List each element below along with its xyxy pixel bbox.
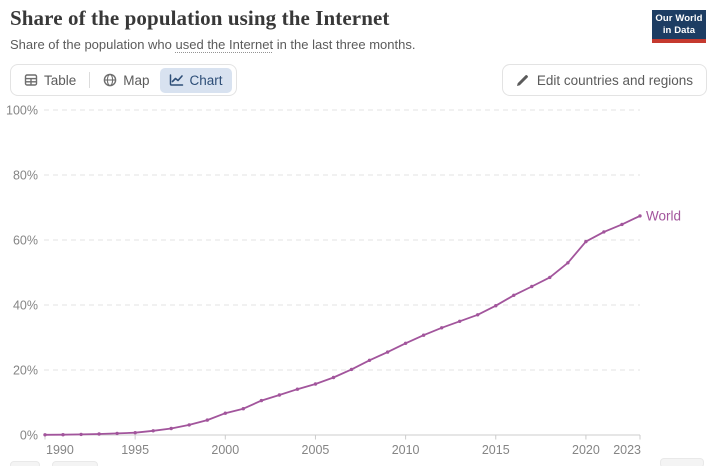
data-point-world-1993	[97, 432, 101, 436]
data-point-world-2021	[602, 230, 606, 234]
data-point-world-2003	[277, 393, 282, 397]
series-label-world[interactable]: World	[646, 208, 681, 223]
x-tick-label-2020: 2020	[572, 443, 600, 457]
x-tick-label-2010: 2010	[392, 443, 420, 457]
data-point-world-2017	[530, 284, 534, 289]
data-point-world-2007	[349, 367, 354, 372]
data-point-world-2011	[421, 333, 426, 337]
data-point-world-2002	[259, 398, 264, 403]
data-point-world-1990	[43, 433, 47, 437]
data-point-world-2022	[620, 222, 624, 227]
x-tick-label-1995: 1995	[121, 443, 149, 457]
data-point-world-2020	[584, 239, 588, 244]
line-chart[interactable]: 0% 20% 40% 60% 80% 100% 1990 1995 2000 2005 2010 20…	[0, 96, 718, 466]
x-tick-label-2005: 2005	[302, 443, 330, 457]
subtitle-text-end: in the last three months.	[273, 37, 416, 52]
data-point-world-2018	[548, 275, 552, 280]
tab-divider	[89, 72, 91, 88]
tab-chart[interactable]: Chart	[159, 67, 232, 93]
data-point-world-1991	[61, 433, 65, 437]
x-tick-label-2000: 2000	[211, 443, 239, 457]
data-point-world-2014	[476, 313, 480, 317]
data-point-world-2008	[367, 358, 372, 362]
data-point-world-2013	[458, 319, 462, 323]
footer-fragment-right	[660, 458, 704, 466]
subtitle-text: Share of the population who	[10, 37, 176, 52]
footer-fragment-left	[10, 461, 40, 466]
table-icon	[24, 74, 38, 86]
x-tick-label-2015: 2015	[482, 443, 510, 457]
data-point-world-1999	[205, 418, 209, 422]
subtitle-definition-link[interactable]: used the Internet	[175, 37, 274, 52]
owid-logo-text: Our World in Data	[652, 10, 706, 39]
tab-map[interactable]: Map	[94, 68, 158, 93]
data-point-world-2019	[566, 261, 570, 265]
data-point-world-1994	[115, 431, 119, 436]
logo-red-stripe	[652, 39, 706, 43]
tab-map-label: Map	[123, 72, 150, 88]
x-tick-label-1990: 1990	[46, 443, 74, 457]
y-tick-label-60: 60%	[13, 234, 38, 248]
logo-line-1: Our World	[655, 13, 703, 25]
data-point-world-2000	[223, 411, 227, 415]
owid-logo[interactable]: Our World in Data	[652, 10, 706, 43]
data-point-world-1996	[151, 429, 155, 433]
data-point-world-2010	[403, 341, 408, 345]
page-title: Share of the population using the Intern…	[10, 6, 390, 30]
y-tick-label-80: 80%	[13, 169, 38, 183]
data-point-world-2004	[295, 387, 300, 391]
data-point-world-1997	[169, 426, 173, 431]
data-point-world-1995	[133, 431, 137, 435]
y-tick-label-40: 40%	[13, 299, 38, 313]
tab-table-label: Table	[44, 72, 77, 88]
edit-countries-button[interactable]: Edit countries and regions	[501, 64, 707, 96]
data-point-world-2001	[241, 407, 245, 411]
data-point-world-1992	[79, 432, 83, 437]
line-chart-icon	[169, 74, 183, 86]
view-tab-group: Table Map Chart	[10, 64, 237, 96]
logo-line-2: in Data	[662, 24, 696, 36]
data-point-world-2012	[440, 326, 444, 330]
y-tick-label-100: 100%	[6, 104, 38, 118]
data-point-world-2016	[512, 293, 516, 297]
footer-fragment-mid	[52, 461, 98, 466]
series-line-world	[44, 215, 641, 436]
y-tick-label-0: 0%	[20, 429, 38, 443]
tab-chart-label: Chart	[189, 72, 223, 88]
globe-icon	[103, 73, 117, 87]
data-point-world-2023	[638, 214, 642, 218]
data-point-world-2005	[313, 382, 318, 386]
data-point-world-2009	[385, 350, 390, 354]
data-point-world-2006	[331, 375, 336, 380]
data-point-world-2015	[494, 304, 498, 308]
data-point-world-1998	[187, 423, 191, 427]
x-tick-label-2023: 2023	[613, 443, 641, 457]
y-tick-label-20: 20%	[13, 364, 38, 378]
chart-subtitle: Share of the population who used the Int…	[10, 37, 415, 52]
pencil-icon	[516, 74, 528, 86]
edit-countries-label: Edit countries and regions	[536, 72, 693, 88]
tab-table[interactable]: Table	[15, 68, 85, 93]
